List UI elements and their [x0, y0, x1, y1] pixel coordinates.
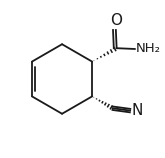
Text: N: N — [131, 103, 143, 118]
Text: NH₂: NH₂ — [135, 43, 160, 55]
Text: O: O — [110, 13, 122, 28]
